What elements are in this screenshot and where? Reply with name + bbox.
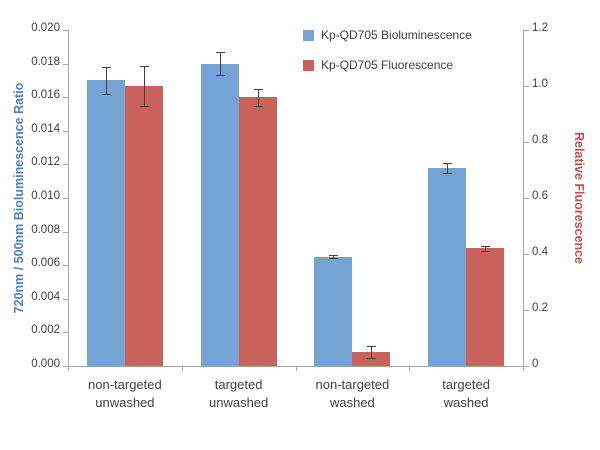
bar-fluorescence <box>466 248 505 366</box>
error-bar-line <box>105 66 107 94</box>
error-bar-cap <box>367 346 377 348</box>
y-tick-right <box>524 198 529 199</box>
y-tick-left <box>63 30 68 31</box>
y-tick-left <box>63 332 68 334</box>
x-category-label: targeted unwashed <box>208 377 269 410</box>
error-bar-line <box>485 245 487 252</box>
y-tick-left <box>63 366 68 367</box>
y-tick-label-left: 0.016 <box>31 89 60 102</box>
error-bar-line <box>143 66 145 106</box>
error-bar-cap <box>367 357 377 359</box>
y-tick-label-left: 0.004 <box>31 290 60 303</box>
x-category-label: non-targeted washed <box>315 377 390 410</box>
error-bar-cap <box>443 172 453 174</box>
y-tick-left <box>63 298 68 300</box>
x-category-label: targeted washed <box>442 377 490 410</box>
legend-marker <box>303 59 314 71</box>
legend: Kp-QD705 Bioluminescence Kp-QD705 Fluores… <box>303 28 472 88</box>
x-tick <box>181 366 183 371</box>
y-tick-label-left: 0.018 <box>31 55 60 68</box>
y-tick-right <box>524 254 529 255</box>
y-tick-left <box>63 130 68 132</box>
error-bar-line <box>219 51 221 76</box>
error-bar-cap <box>101 66 111 68</box>
error-bar-line <box>333 255 335 259</box>
y-axis-line-left <box>68 30 69 367</box>
y-tick-label-right: 1.2 <box>532 22 548 34</box>
y-tick-label-right: 0.2 <box>532 302 548 314</box>
error-bar-cap <box>329 255 339 257</box>
error-bar-cap <box>443 162 453 164</box>
y-tick-left <box>63 63 68 65</box>
legend-marker <box>303 29 314 41</box>
error-bar-cap <box>139 105 149 107</box>
error-bar-cap <box>215 51 225 53</box>
y-tick-right <box>524 142 529 143</box>
bar-bioluminescence <box>314 256 353 366</box>
y-tick-label-left: 0.012 <box>31 156 60 169</box>
y-tick-left <box>63 265 68 267</box>
y-tick-label-right: 0.6 <box>532 190 548 202</box>
y-tick-left <box>63 164 68 166</box>
bar-bioluminescence <box>428 167 467 366</box>
error-bar-cap <box>139 66 149 68</box>
y-tick-label-right: 0 <box>532 358 539 370</box>
x-tick <box>295 366 297 371</box>
x-tick <box>68 366 69 371</box>
error-bar-cap <box>253 105 263 107</box>
error-bar-line <box>257 88 259 106</box>
y-tick-label-right: 1.0 <box>532 78 548 90</box>
y-tick-left <box>63 97 68 99</box>
y-axis-line-right <box>523 30 524 367</box>
y-tick-left <box>63 198 68 199</box>
y-tick-label-left: 0.020 <box>31 22 60 34</box>
x-tick <box>409 366 411 371</box>
y-tick-left <box>63 231 68 233</box>
error-bar-line <box>447 162 449 173</box>
bar-bioluminescence <box>86 80 125 366</box>
bar-bioluminescence <box>200 63 239 366</box>
x-tick <box>523 366 524 371</box>
y-tick-right <box>524 366 529 367</box>
x-category-label: non-targeted unwashed <box>88 377 162 410</box>
y-tick-label-left: 0.010 <box>31 190 60 202</box>
y-tick-label-left: 0.014 <box>31 122 60 135</box>
error-bar-cap <box>215 75 225 77</box>
y-tick-label-left: 0.000 <box>31 358 60 370</box>
error-bar-cap <box>329 258 339 260</box>
error-bar-cap <box>101 93 111 95</box>
error-bar-cap <box>481 245 491 247</box>
y-tick-label-right: 0.4 <box>532 246 548 258</box>
legend-label: Kp-QD705 Bioluminescence <box>321 28 472 42</box>
y-tick-label-left: 0.006 <box>31 257 60 270</box>
error-bar-cap <box>253 88 263 90</box>
y-tick-label-left: 0.002 <box>31 324 60 337</box>
legend-item: Kp-QD705 Fluorescence <box>303 58 472 72</box>
bar-fluorescence <box>352 352 391 366</box>
y-tick-right <box>524 86 529 87</box>
right-y-axis-title: Relative Fluorescence <box>572 131 586 264</box>
y-tick-label-right: 0.8 <box>532 134 548 146</box>
legend-item: Kp-QD705 Bioluminescence <box>303 28 472 42</box>
y-tick-label-left: 0.008 <box>31 223 60 236</box>
legend-label: Kp-QD705 Fluorescence <box>321 58 454 72</box>
bar-fluorescence <box>124 86 163 366</box>
bar-fluorescence <box>238 97 277 366</box>
y-tick-right <box>524 30 529 31</box>
y-tick-right <box>524 310 529 311</box>
error-bar-line <box>371 346 373 358</box>
error-bar-cap <box>481 251 491 253</box>
